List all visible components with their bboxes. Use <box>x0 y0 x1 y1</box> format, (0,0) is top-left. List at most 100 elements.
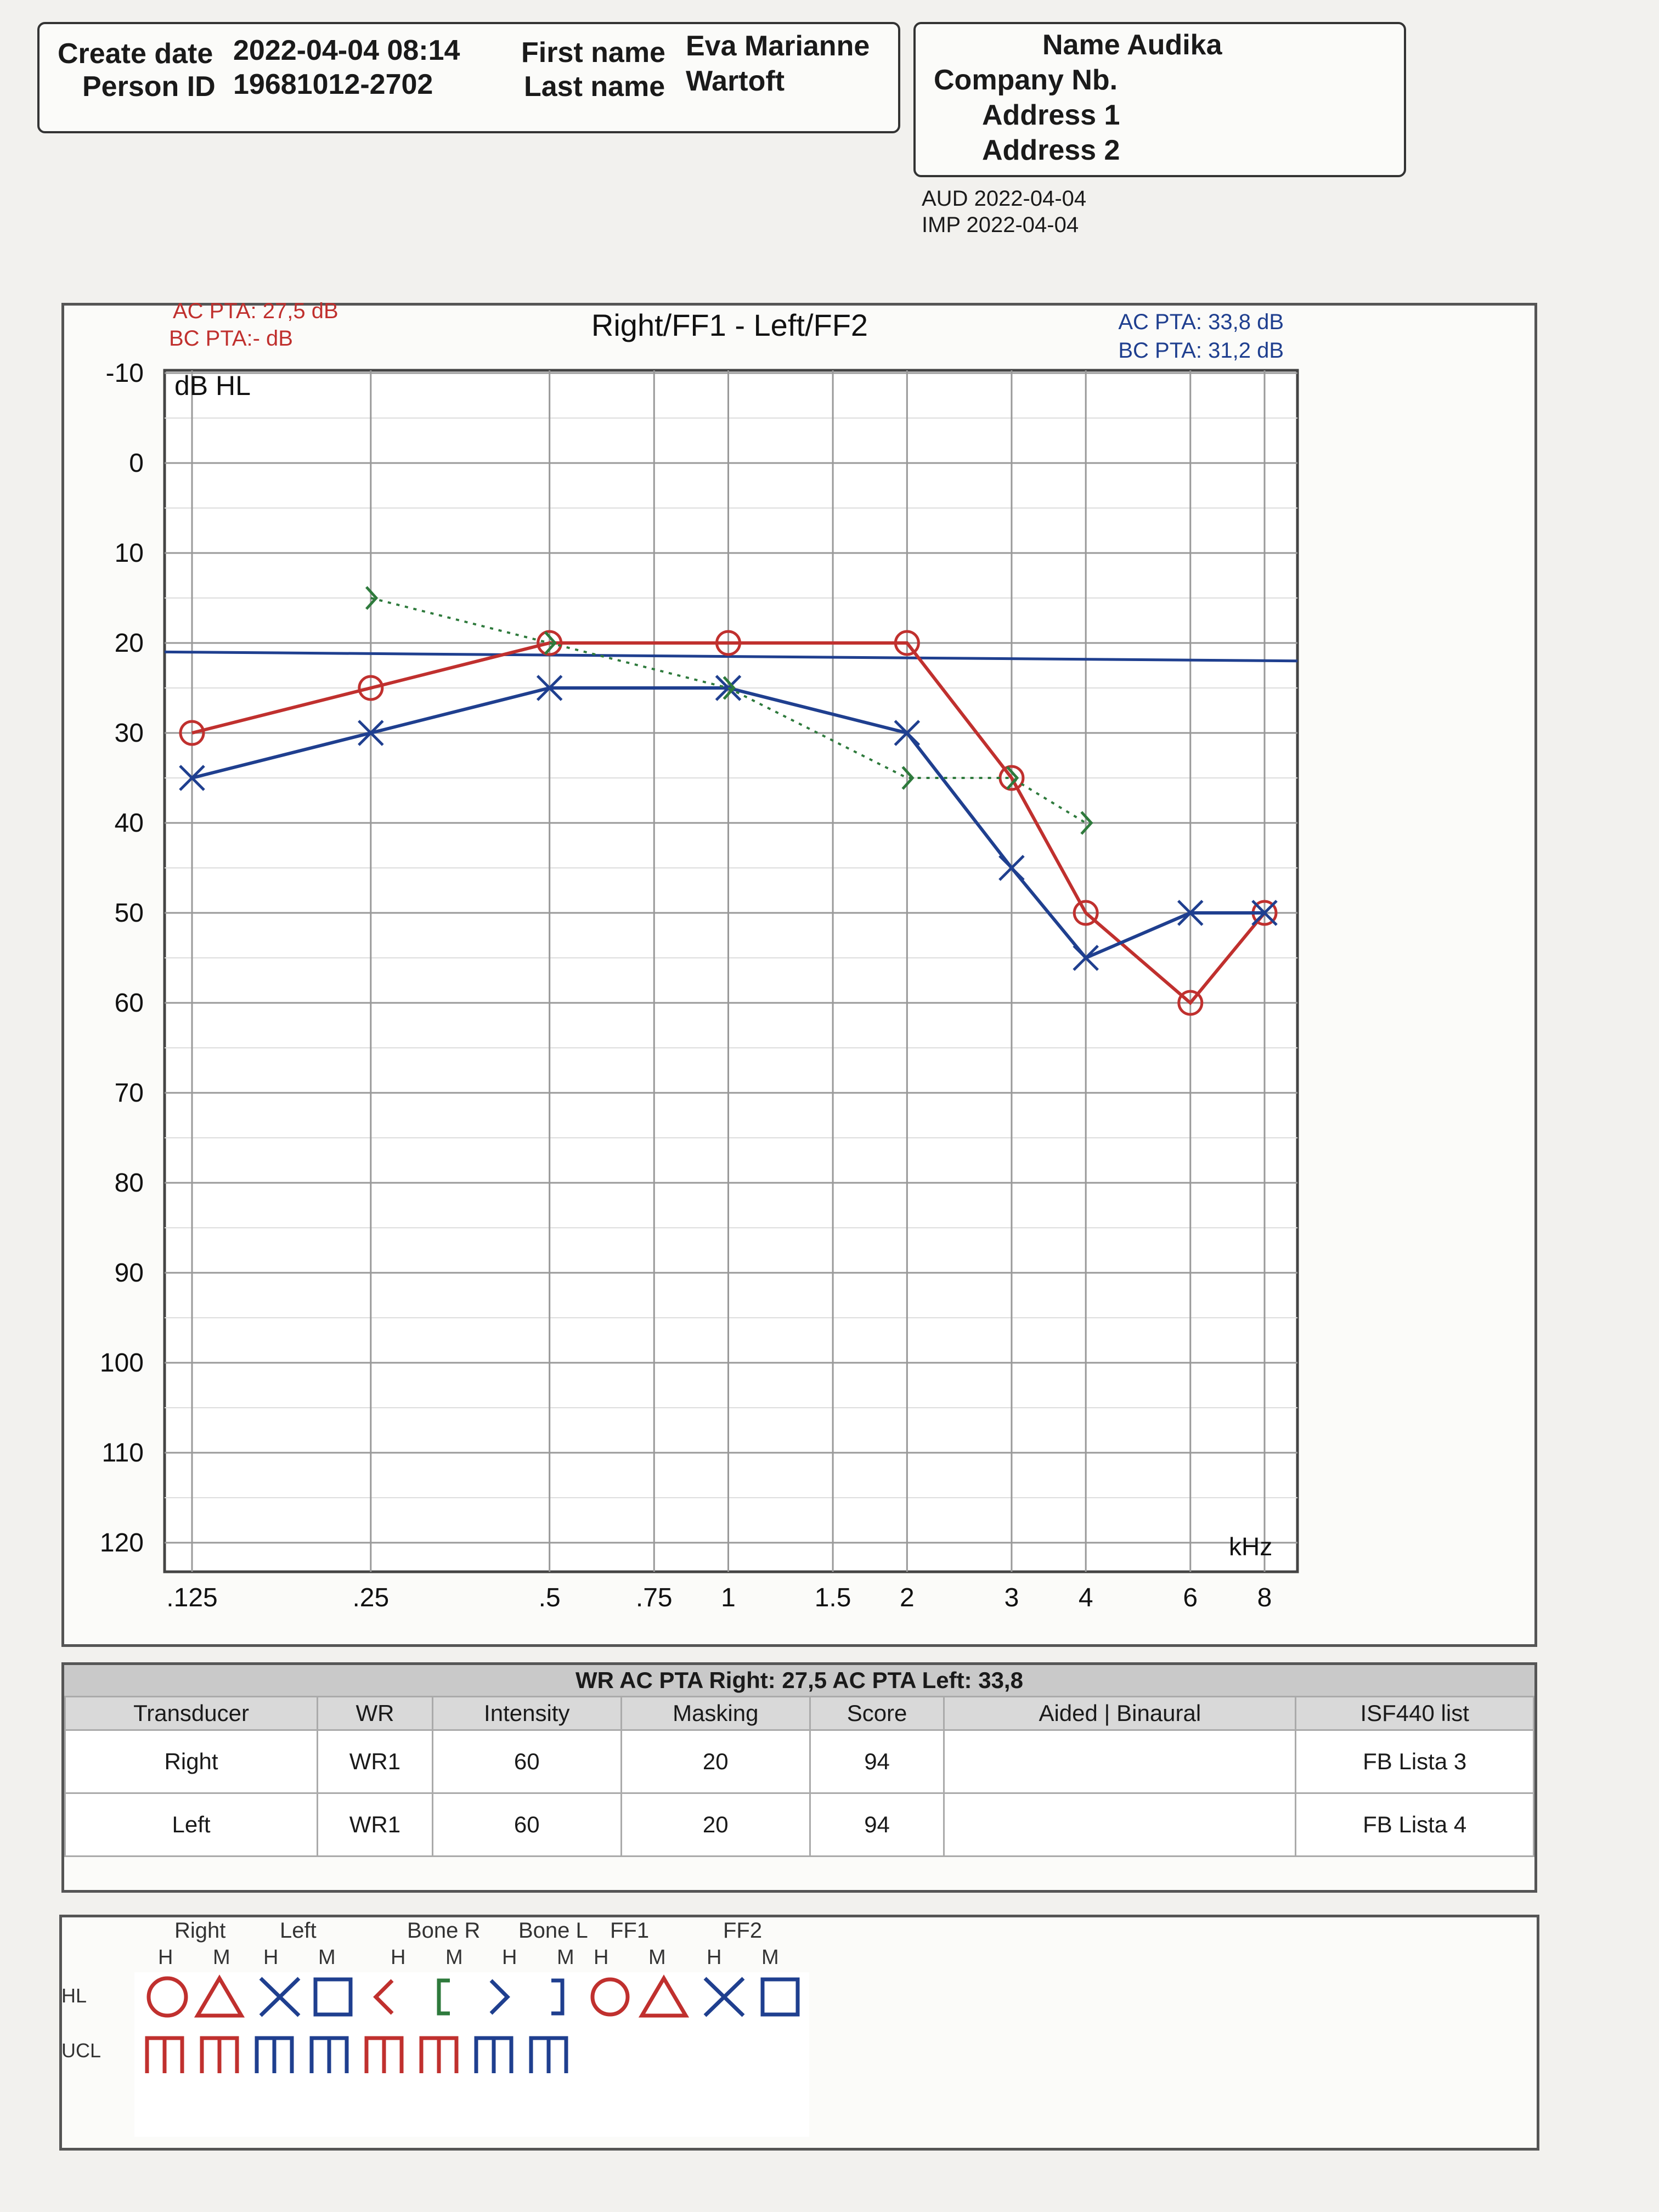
right-bc-pta: BC PTA:- dB <box>169 326 293 351</box>
wr-column-header: ISF440 list <box>1295 1696 1534 1731</box>
patient-info-box <box>37 22 900 133</box>
x-tick-label: 2 <box>900 1583 915 1612</box>
x-tick-label: .75 <box>636 1583 673 1612</box>
legend-group-label: FF1 <box>610 1918 649 1943</box>
clinic-name: Name Audika <box>1042 29 1222 61</box>
audiogram-chart: Right/FF1 - Left/FF2 AC PTA: 27,5 dB BC … <box>100 299 1299 1612</box>
x-tick-label: .5 <box>539 1583 561 1612</box>
wr-cell: Left <box>64 1792 319 1857</box>
legend-right-h-circle <box>146 1976 188 2018</box>
legend-bone-r-h <box>373 1979 394 2015</box>
x-tick-label: 8 <box>1257 1583 1272 1612</box>
wr-cell: 20 <box>620 1792 811 1857</box>
y-tick-label: 30 <box>115 719 144 748</box>
wr-grid: Transducer WR Intensity Masking Score Aided |… <box>64 1696 1534 1857</box>
series-line <box>370 597 1087 824</box>
legend-sub-label: H <box>263 1946 278 1969</box>
y-tick-label: 70 <box>115 1079 144 1108</box>
person-id-label: Person ID <box>82 71 216 103</box>
y-tick-label: 40 <box>115 809 144 838</box>
legend-ff1-m <box>638 1974 690 2018</box>
legend-row-label: HL <box>61 1984 87 2007</box>
legend-ucl-symbol <box>200 2036 239 2073</box>
aud-date: AUD 2022-04-04 <box>922 187 1087 211</box>
legend-sub-label: M <box>557 1946 574 1969</box>
address-2: Address 2 <box>982 134 1120 166</box>
left-ac-marker <box>1251 900 1278 926</box>
y-tick-label: 100 <box>100 1348 144 1378</box>
plot-area <box>163 369 1299 1573</box>
left-bc-marker <box>544 631 557 655</box>
wr-cell: 94 <box>809 1792 945 1857</box>
right-ac-marker <box>358 675 384 701</box>
wr-title: WR AC PTA Right: 27,5 AC PTA Left: 33,8 <box>64 1665 1534 1696</box>
left-ac-marker <box>1073 945 1099 971</box>
right-ac-pta: AC PTA: 27,5 dB <box>173 299 338 323</box>
legend-sub-label: M <box>648 1946 666 1969</box>
imp-date: IMP 2022-04-04 <box>922 213 1079 237</box>
legend-group-label: Bone R <box>407 1918 480 1943</box>
left-bc-marker <box>1080 811 1093 835</box>
right-ac-marker <box>179 720 205 746</box>
right-ac-marker <box>715 630 741 656</box>
wr-column-header: Intensity <box>431 1696 622 1731</box>
y-tick-label: 20 <box>115 629 144 658</box>
legend-group-label: Right <box>174 1918 225 1943</box>
left-ac-marker <box>179 765 205 791</box>
wr-cell: 20 <box>620 1729 811 1794</box>
legend-ucl-symbol <box>145 2036 184 2073</box>
y-tick-label: 90 <box>115 1259 144 1288</box>
wr-cell: FB Lista 3 <box>1295 1729 1534 1794</box>
x-tick-label: .25 <box>352 1583 389 1612</box>
y-tick-label: 60 <box>115 989 144 1018</box>
left-bc-pta: BC PTA: 31,2 dB <box>1118 338 1284 363</box>
wr-cell: FB Lista 4 <box>1295 1792 1534 1857</box>
x-tick-label: 1 <box>721 1583 736 1612</box>
legend-left-h-x <box>259 1977 301 2017</box>
wr-row: Right WR1 60 20 94 FB Lista 3 <box>64 1729 1534 1794</box>
wr-cell <box>943 1792 1297 1857</box>
create-date-label: Create date <box>58 38 213 70</box>
wr-column-header: Aided | Binaural <box>943 1696 1297 1731</box>
last-name-value: Wartoft <box>686 65 785 97</box>
legend-group-label: Left <box>280 1918 317 1943</box>
left-ac-marker <box>998 855 1025 881</box>
legend-ucl-symbol <box>474 2036 514 2073</box>
legend-sub-label: H <box>594 1946 608 1969</box>
right-ac-marker <box>1177 990 1204 1016</box>
first-name-value: Eva Marianne <box>686 30 870 62</box>
y-tick-label: 120 <box>100 1528 144 1558</box>
legend-right-m-triangle <box>194 1974 245 2018</box>
data-series <box>179 586 1278 1016</box>
right-ac-marker <box>1073 900 1099 926</box>
x-tick-label: 1.5 <box>815 1583 851 1612</box>
left-ac-marker <box>536 675 563 701</box>
wr-column-header: Transducer <box>64 1696 319 1731</box>
legend-ucl-symbol <box>529 2036 568 2073</box>
right-ac-marker <box>894 630 920 656</box>
left-ac-marker <box>1177 900 1204 926</box>
legend-ucl-symbol <box>309 2036 349 2073</box>
legend-sub-label: M <box>318 1946 336 1969</box>
legend-ucl-symbol <box>255 2036 294 2073</box>
legend-ff1-h <box>590 1977 630 2017</box>
x-axis-unit: kHz <box>1229 1532 1272 1561</box>
address-1: Address 1 <box>982 99 1120 131</box>
wr-cell: WR1 <box>317 1792 433 1857</box>
last-name-label: Last name <box>524 71 665 103</box>
wr-row: Left WR1 60 20 94 FB Lista 4 <box>64 1792 1534 1857</box>
series-line <box>191 641 1266 1006</box>
right-ac-marker <box>998 765 1025 791</box>
legend-sub-label: H <box>158 1946 173 1969</box>
legend-ucl-symbol <box>364 2036 404 2073</box>
y-tick-label: 80 <box>115 1169 144 1198</box>
wr-cell: Right <box>64 1729 319 1794</box>
chart-title: Right/FF1 - Left/FF2 <box>591 308 868 342</box>
person-id-value: 19681012-2702 <box>233 69 433 100</box>
wr-table: WR AC PTA Right: 27,5 AC PTA Left: 33,8 … <box>61 1662 1537 1893</box>
legend-group-label: Bone L <box>518 1918 588 1943</box>
left-bc-marker <box>1006 766 1019 790</box>
y-axis-label: dB HL <box>174 370 251 401</box>
legend-bone-l-h <box>489 1979 510 2015</box>
